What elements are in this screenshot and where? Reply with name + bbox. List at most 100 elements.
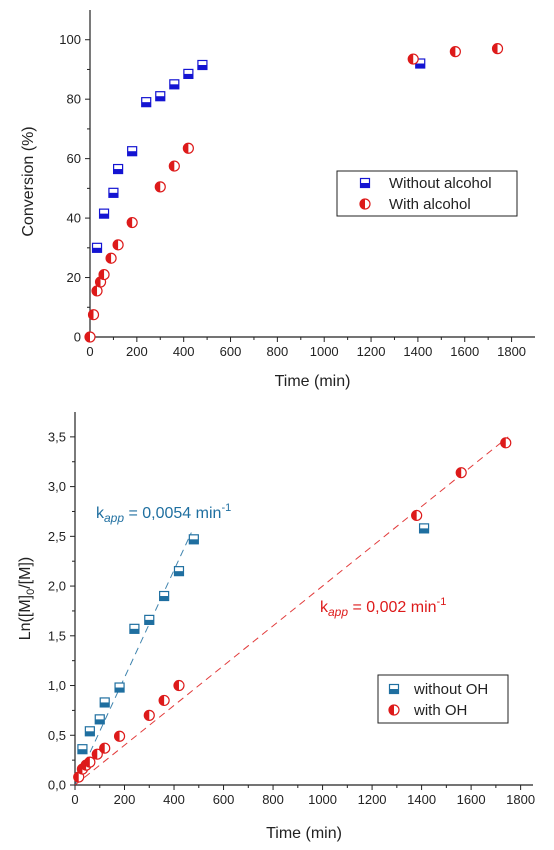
point-with-oh [411,509,423,522]
point-without-oh [99,697,110,708]
conversion-chart: 0 200 400 600 800 1000 1200 1400 1600 1800 0 20 40 60… [20,10,535,390]
kinetics-chart-ticks: 0 200 400 600 800 1000 1200 1400 1600 1800 0,0 0,5 1… [48,429,535,807]
kapp-exp: -1 [437,596,447,608]
kinetics-x-tick-label: 200 [114,792,136,807]
ylabel-subscript: 0 [25,589,37,595]
point-with-alcohol [168,160,180,172]
point-without-oh [84,726,95,737]
point-with-alcohol [98,268,110,281]
conversion-x-tick-label: 400 [173,344,195,359]
point-without-oh [94,714,105,725]
point-without-alcohol [197,59,208,71]
kapp-exp: -1 [221,502,231,514]
point-without-alcohol [127,146,138,157]
kapp-annotation-with-oh: kapp = 0,002 min-1 [320,596,446,619]
conversion-x-tick-label: 200 [126,344,148,359]
point-without-alcohol [155,91,166,102]
conversion-x-tick-label: 800 [267,344,289,359]
kinetics-y-tick-label: 1,5 [48,628,66,643]
point-without-alcohol [91,242,103,253]
kinetics-y-tick-label: 2,0 [48,579,66,594]
conversion-x-tick-label: 1600 [450,344,479,359]
point-with-oh [173,679,185,692]
point-without-alcohol [113,163,124,175]
kapp-sub: app [328,605,348,619]
kinetics-fit-lines [74,436,509,786]
fit-line-with-oh [74,436,509,786]
point-with-oh [91,748,103,760]
kinetics-y-axis-title: Ln([M]0/[M]) [17,557,37,640]
point-with-oh [84,756,96,768]
legend-circle-marker [359,198,371,210]
kinetics-x-axis-title: Time (min) [266,825,342,842]
kinetics-y-tick-label: 2,5 [48,529,66,544]
conversion-y-tick-label: 80 [67,92,81,107]
legend-marker-without-alcohol [359,177,371,189]
kinetics-chart-axes [74,412,533,786]
conversion-x-tick-label: 0 [86,344,93,359]
legend-marker-with-alcohol [359,198,371,210]
point-with-alcohol [182,142,194,154]
kapp-value: = 0,0054 min [124,505,221,522]
point-with-oh [455,467,467,479]
conversion-y-tick-label: 100 [59,32,81,47]
point-without-oh [144,614,155,625]
point-without-oh [129,623,140,634]
kinetics-x-tick-label: 0 [71,792,78,807]
point-without-alcohol [183,68,194,80]
legend-label-without-oh: without OH [413,681,488,698]
conversion-legend: Without alcohol With alcohol [336,170,518,217]
kinetics-legend-box [377,674,509,724]
kinetics-chart: 0 200 400 600 800 1000 1200 1400 1600 1800 0,0 0,5 1… [17,412,535,842]
point-with-oh [99,742,111,754]
legend-circle-marker [388,704,400,716]
point-with-oh [500,437,512,449]
point-with-oh [158,694,170,707]
conversion-data-points [84,43,504,343]
kinetics-x-tick-label: 600 [213,792,235,807]
kapp-value: = 0,002 min [348,599,437,616]
point-with-alcohol [84,331,96,343]
kinetics-y-tick-label: 3,5 [48,429,66,444]
point-without-oh [159,590,170,602]
conversion-x-tick-label: 1800 [497,344,526,359]
kinetics-y-tick-label: 3,0 [48,479,66,494]
legend-marker-without-oh [388,683,400,695]
point-with-alcohol [154,181,166,193]
kinetics-legend: without OH with OH [377,674,509,724]
conversion-y-tick-label: 20 [67,270,81,285]
kinetics-x-tick-label: 1000 [308,792,337,807]
point-with-alcohol [449,46,461,58]
kapp-annotation-without-oh: kapp = 0,0054 min-1 [96,502,231,525]
conversion-y-tick-label: 60 [67,151,81,166]
point-without-alcohol [169,79,180,90]
conversion-chart-axes [89,10,535,338]
kinetics-y-tick-label: 0,5 [48,728,66,743]
conversion-x-tick-label: 1000 [310,344,339,359]
kapp-sub: app [104,511,124,525]
point-with-alcohol [407,53,419,65]
kinetics-x-tick-label: 1200 [358,792,387,807]
legend-square-marker [359,177,371,189]
point-without-oh [173,566,185,577]
kapp-k: k [320,599,329,616]
fit-line-without-oh [74,532,192,786]
point-with-alcohol [87,309,100,321]
conversion-x-tick-label: 1200 [357,344,386,359]
conversion-y-axis-title: Conversion (%) [20,126,37,236]
legend-square-marker [388,683,400,695]
point-without-oh [114,682,125,693]
point-with-alcohol [105,252,117,264]
point-without-oh [188,534,199,545]
point-without-alcohol [141,97,152,108]
kinetics-x-tick-label: 1600 [457,792,486,807]
legend-label-without-alcohol: Without alcohol [389,175,492,192]
conversion-x-axis-title: Time (min) [275,373,351,390]
kinetics-y-tick-label: 0,0 [48,778,66,793]
point-with-alcohol [491,43,504,55]
point-without-oh [77,744,88,755]
conversion-y-tick-label: 0 [74,330,81,345]
kinetics-x-tick-label: 1400 [407,792,436,807]
point-with-oh [143,709,155,721]
